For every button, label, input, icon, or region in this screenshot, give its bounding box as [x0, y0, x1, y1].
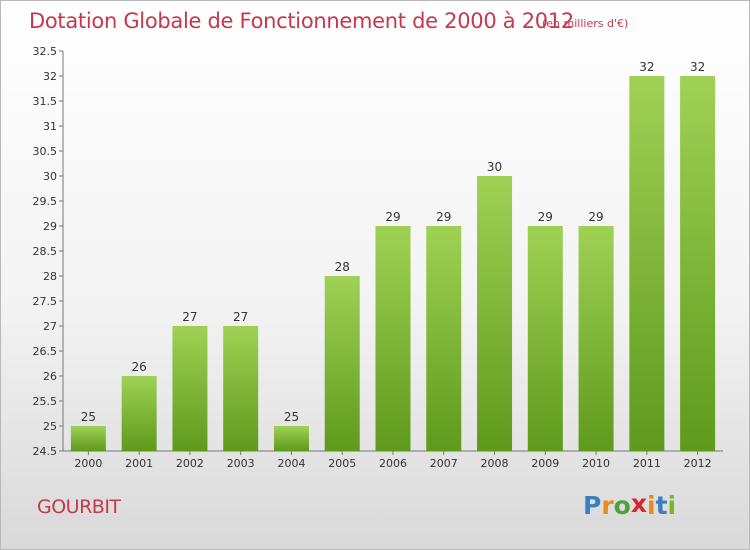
- value-label-2011: 32: [639, 60, 654, 74]
- value-label-2010: 29: [588, 210, 603, 224]
- bar-2006: [375, 226, 411, 451]
- value-label-2009: 29: [538, 210, 553, 224]
- logo-letter: t: [655, 491, 668, 520]
- x-tick-label-2004: 2004: [277, 457, 305, 470]
- y-tick-label: 24.5: [33, 445, 58, 458]
- y-tick-label: 31.5: [33, 95, 58, 108]
- value-label-2005: 28: [335, 260, 350, 274]
- bar-2010: [578, 226, 614, 451]
- x-tick-label-2011: 2011: [633, 457, 661, 470]
- y-tick-label: 26: [43, 370, 57, 383]
- y-tick-label: 28: [43, 270, 57, 283]
- x-tick-label-2007: 2007: [430, 457, 458, 470]
- bar-2004: [273, 426, 309, 451]
- value-label-2006: 29: [385, 210, 400, 224]
- x-tick-label-2008: 2008: [481, 457, 509, 470]
- bar-2007: [426, 226, 462, 451]
- x-tick-label-2005: 2005: [328, 457, 356, 470]
- commune-name: GOURBIT: [37, 496, 121, 518]
- y-tick-label: 32.5: [33, 45, 58, 58]
- bar-2008: [477, 176, 513, 451]
- y-tick-label: 32: [43, 70, 57, 83]
- x-tick-label-2006: 2006: [379, 457, 407, 470]
- value-label-2003: 27: [233, 310, 248, 324]
- bar-2011: [629, 76, 665, 451]
- y-tick-label: 29: [43, 220, 57, 233]
- value-label-2002: 27: [182, 310, 197, 324]
- y-tick-label: 25.5: [33, 395, 58, 408]
- chart-subtitle: (en milliers d'€): [542, 17, 629, 30]
- x-tick-label-2000: 2000: [74, 457, 102, 470]
- logo-letter: o: [613, 491, 631, 520]
- y-tick-label: 30.5: [33, 145, 58, 158]
- bar-2002: [172, 326, 208, 451]
- logo-letter: r: [601, 491, 614, 520]
- chart-title: Dotation Globale de Fonctionnement de 20…: [29, 9, 574, 33]
- y-tick-label: 31: [43, 120, 57, 133]
- x-tick-label-2012: 2012: [684, 457, 712, 470]
- x-tick-label-2003: 2003: [227, 457, 255, 470]
- x-tick-label-2009: 2009: [531, 457, 559, 470]
- y-tick-label: 25: [43, 420, 57, 433]
- value-label-2007: 29: [436, 210, 451, 224]
- bar-2005: [324, 276, 360, 451]
- value-label-2004: 25: [284, 410, 299, 424]
- y-tick-label: 27: [43, 320, 57, 333]
- y-tick-label: 27.5: [33, 295, 58, 308]
- value-label-2012: 32: [690, 60, 705, 74]
- x-tick-label-2001: 2001: [125, 457, 153, 470]
- value-label-2000: 25: [81, 410, 96, 424]
- y-tick-label: 29.5: [33, 195, 58, 208]
- logo-letter: P: [583, 491, 602, 520]
- value-label-2001: 26: [132, 360, 147, 374]
- bar-2009: [527, 226, 563, 451]
- bar-2000: [70, 426, 106, 451]
- value-label-2008: 30: [487, 160, 502, 174]
- y-tick-label: 30: [43, 170, 57, 183]
- logo-letter: x: [630, 489, 647, 518]
- x-tick-label-2010: 2010: [582, 457, 610, 470]
- bar-2012: [680, 76, 716, 451]
- y-tick-label: 26.5: [33, 345, 58, 358]
- x-tick-label-2002: 2002: [176, 457, 204, 470]
- proxiti-logo[interactable]: Proxiti: [583, 489, 677, 520]
- logo-letter: i: [667, 491, 677, 520]
- logo-letter: i: [647, 491, 656, 520]
- y-tick-label: 28.5: [33, 245, 58, 258]
- bar-2001: [121, 376, 157, 451]
- bar-2003: [223, 326, 259, 451]
